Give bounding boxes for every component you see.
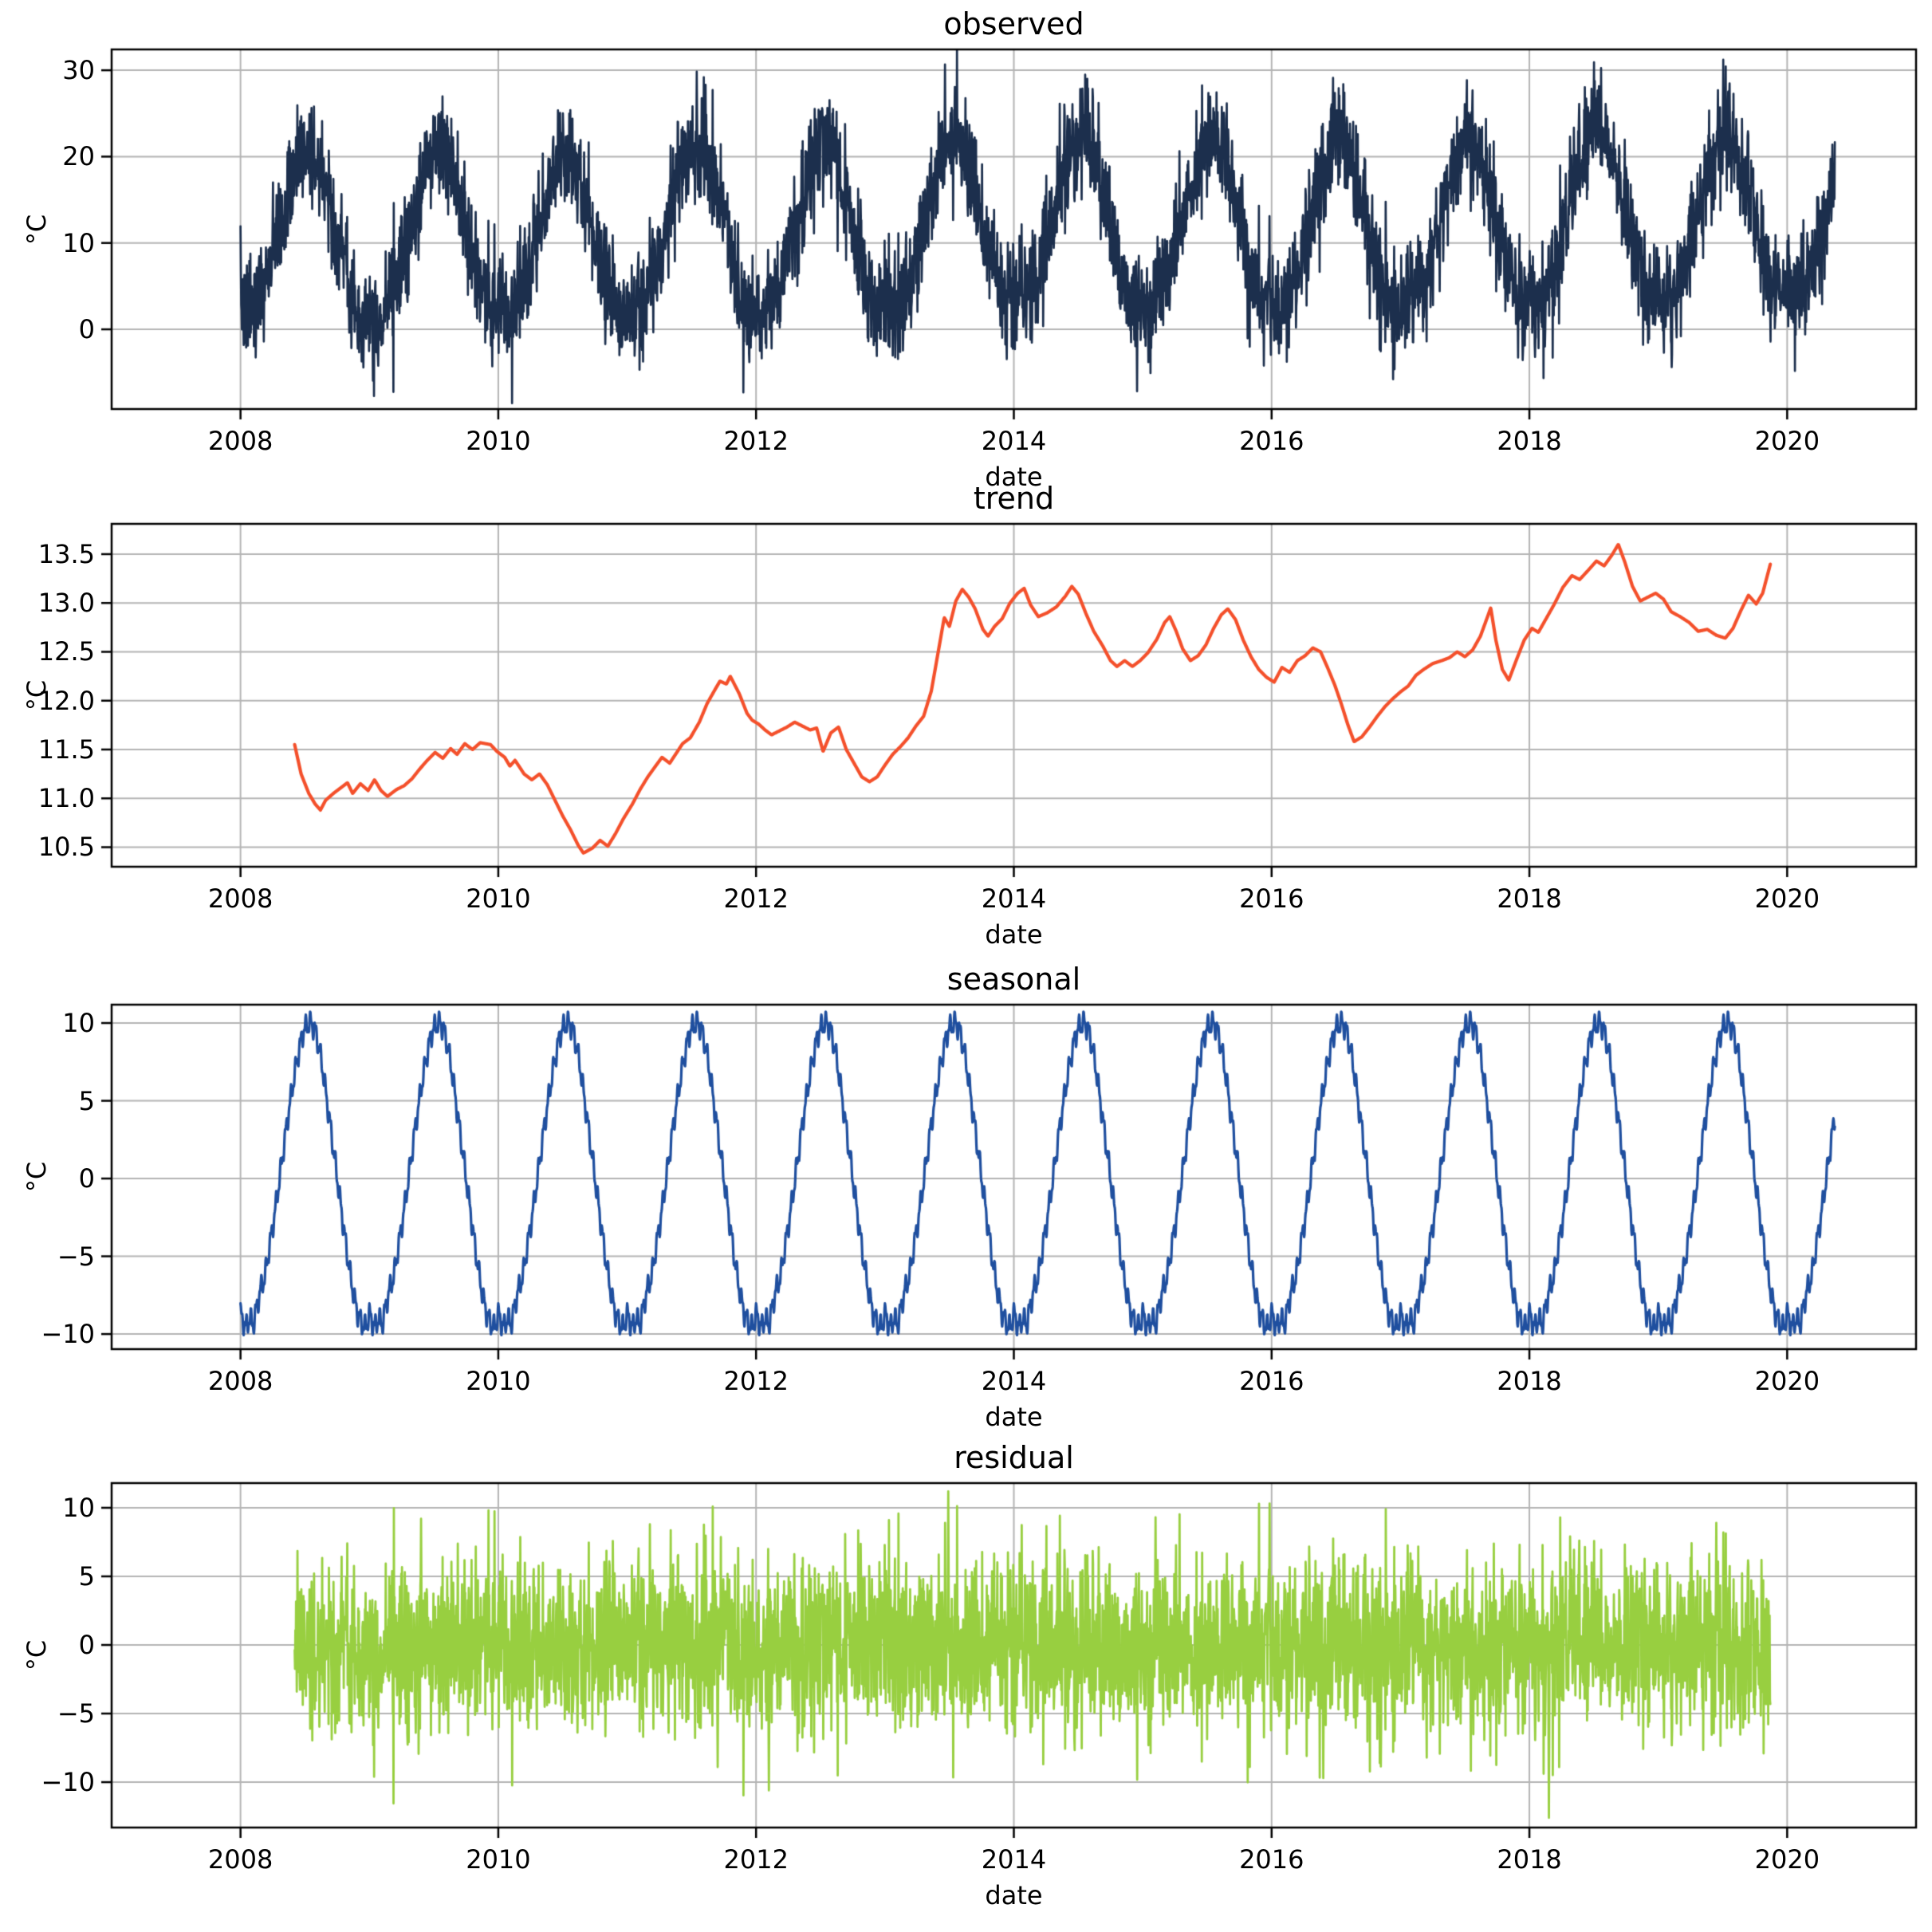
y-tick-label: 0 (78, 314, 95, 345)
x-tick-label: 2012 (723, 426, 789, 456)
x-tick-label: 2018 (1497, 1366, 1562, 1396)
x-tick-label: 2008 (207, 426, 273, 456)
y-tick-label: 10.5 (37, 832, 95, 863)
x-tick-label: 2020 (1754, 1844, 1820, 1875)
subplot-title-seasonal: seasonal (946, 962, 1081, 997)
x-tick-label: 2020 (1754, 1366, 1820, 1396)
x-tick-label: 2020 (1754, 883, 1820, 914)
x-tick-label: 2012 (723, 883, 789, 914)
subplot-title-trend: trend (973, 481, 1055, 516)
y-tick-label: 20 (62, 141, 95, 172)
y-tick-label: 10 (62, 1008, 95, 1038)
y-tick-label: 5 (78, 1560, 95, 1592)
x-tick-label: 2008 (207, 1844, 273, 1875)
y-tick-label: −5 (57, 1241, 95, 1272)
y-tick-label: 11.0 (37, 783, 95, 814)
xaxis-label-trend: date (985, 919, 1043, 950)
xaxis-label-seasonal: date (985, 1402, 1043, 1432)
xaxis-label-residual: date (985, 1880, 1043, 1910)
xaxis-label-observed: date (985, 462, 1043, 492)
x-tick-label: 2008 (207, 883, 273, 914)
y-tick-label: 10 (62, 1492, 95, 1523)
y-tick-label: 12.5 (37, 636, 95, 667)
subplot-title-observed: observed (943, 6, 1084, 41)
x-tick-label: 2014 (981, 1366, 1047, 1396)
x-tick-label: 2014 (981, 426, 1047, 456)
x-tick-label: 2018 (1497, 1844, 1562, 1875)
x-tick-label: 2010 (466, 883, 531, 914)
x-tick-label: 2010 (466, 1844, 531, 1875)
x-tick-label: 2018 (1497, 426, 1562, 456)
x-tick-label: 2018 (1497, 883, 1562, 914)
x-tick-label: 2010 (466, 1366, 531, 1396)
x-tick-label: 2020 (1754, 426, 1820, 456)
x-tick-label: 2016 (1239, 426, 1304, 456)
y-tick-label: 13.0 (37, 588, 95, 619)
y-tick-label: 5 (78, 1085, 95, 1116)
x-tick-label: 2016 (1239, 1366, 1304, 1396)
y-tick-label: 11.5 (37, 734, 95, 765)
y-tick-label: 13.5 (37, 538, 95, 569)
y-tick-label: 0 (78, 1630, 95, 1660)
subplot-title-residual: residual (954, 1440, 1074, 1475)
x-tick-label: 2014 (981, 883, 1047, 914)
y-tick-label: −10 (41, 1319, 95, 1350)
x-tick-label: 2010 (466, 426, 531, 456)
y-tick-label: 12.0 (37, 685, 95, 716)
x-tick-label: 2016 (1239, 883, 1304, 914)
x-tick-label: 2012 (723, 1366, 789, 1396)
y-tick-label: 30 (62, 55, 95, 86)
x-tick-label: 2012 (723, 1844, 789, 1875)
x-tick-label: 2008 (207, 1366, 273, 1396)
y-tick-label: 10 (62, 227, 95, 258)
y-tick-label: −10 (41, 1767, 95, 1798)
x-tick-label: 2016 (1239, 1844, 1304, 1875)
y-tick-label: 0 (78, 1163, 95, 1194)
x-tick-label: 2014 (981, 1844, 1047, 1875)
y-tick-label: −5 (57, 1698, 95, 1729)
